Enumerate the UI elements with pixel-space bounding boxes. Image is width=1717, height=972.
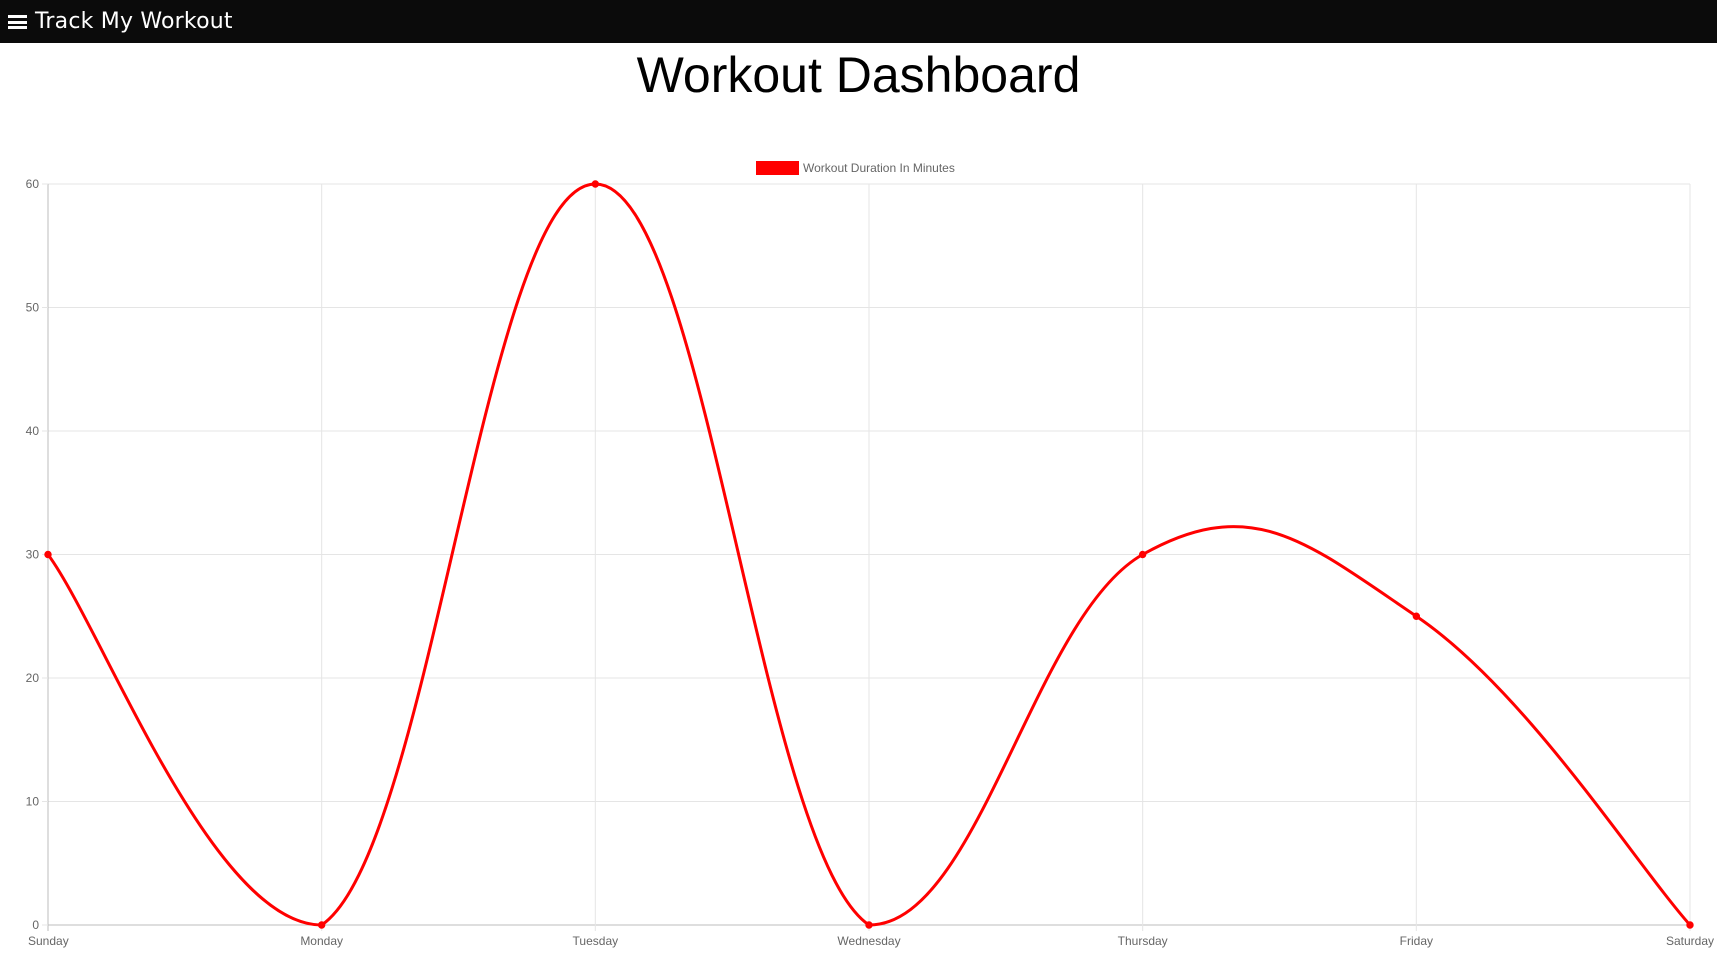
data-point-friday[interactable] bbox=[1412, 612, 1421, 620]
page-title: Workout Dashboard bbox=[636, 47, 1081, 103]
navbar: Track My Workout bbox=[0, 0, 1717, 43]
y-tick-label: 10 bbox=[26, 795, 40, 809]
chart-container: Workout Duration In Minutes 0 10 20 30 40 50 6… bbox=[0, 150, 1717, 967]
hamburger-menu-icon[interactable] bbox=[8, 15, 27, 29]
y-tick-label: 60 bbox=[26, 177, 40, 191]
series-line-workout-duration bbox=[46, 182, 1692, 927]
series-points bbox=[44, 180, 1694, 929]
y-tick-label: 40 bbox=[26, 424, 40, 438]
y-tick-label: 0 bbox=[32, 918, 39, 932]
workout-line-chart: Workout Duration In Minutes 0 10 20 30 40 50 6… bbox=[26, 161, 1714, 948]
data-point-sunday[interactable] bbox=[44, 550, 52, 559]
y-tick-label: 30 bbox=[26, 548, 40, 562]
y-tick-label: 50 bbox=[26, 301, 40, 315]
data-point-thursday[interactable] bbox=[1138, 550, 1147, 559]
x-tick-label: Saturday bbox=[1666, 934, 1714, 948]
data-point-monday[interactable] bbox=[317, 921, 326, 929]
chart-legend[interactable]: Workout Duration In Minutes bbox=[756, 161, 955, 175]
y-axis: 0 10 20 30 40 50 60 bbox=[26, 177, 48, 932]
x-tick-label: Wednesday bbox=[837, 934, 900, 948]
x-tick-label: Monday bbox=[300, 934, 343, 948]
chart-grid bbox=[47, 183, 1691, 931]
x-tick-label: Thursday bbox=[1118, 934, 1168, 948]
data-point-saturday[interactable] bbox=[1686, 921, 1694, 929]
x-tick-label: Tuesday bbox=[573, 934, 619, 948]
legend-swatch bbox=[756, 161, 799, 175]
data-point-wednesday[interactable] bbox=[865, 921, 873, 929]
legend-label: Workout Duration In Minutes bbox=[803, 161, 955, 175]
data-point-tuesday[interactable] bbox=[591, 180, 600, 188]
x-tick-label: Sunday bbox=[28, 934, 69, 948]
x-axis: Sunday Monday Tuesday Wednesday Thursday Frid… bbox=[28, 934, 1714, 948]
y-tick-label: 20 bbox=[26, 671, 40, 685]
brand-title[interactable]: Track My Workout bbox=[35, 8, 233, 34]
x-tick-label: Friday bbox=[1400, 934, 1433, 948]
